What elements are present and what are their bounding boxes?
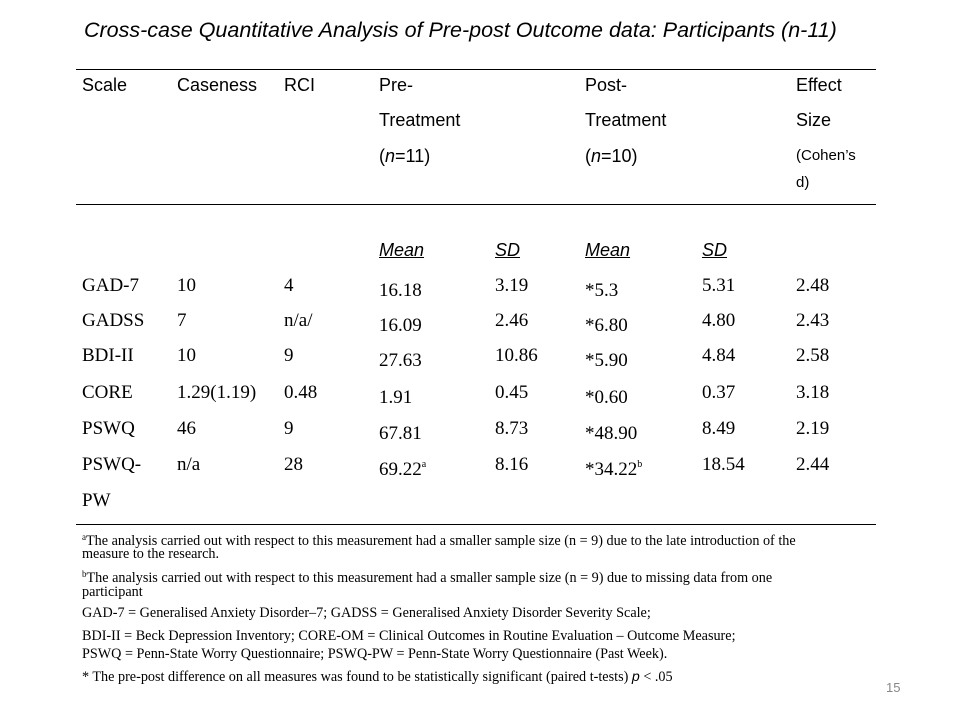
cell-rci: 4 xyxy=(284,275,294,296)
footnote-abbrev-2: BDI-II = Beck Depression Inventory; CORE… xyxy=(82,628,736,644)
header-pre-line1: Pre- xyxy=(379,75,414,95)
cell-effect: 2.48 xyxy=(796,275,830,296)
cell-scale: PSWQ xyxy=(82,418,135,439)
footnote-abbrev-1: GAD-7 = Generalised Anxiety Disorder–7; … xyxy=(82,605,651,621)
cell-caseness: 46 xyxy=(177,418,196,439)
cell-post-mean: *5.90 xyxy=(585,350,628,371)
table-row: BDI-II 10 9 27.63 10.86 *5.90 4.84 2.58 xyxy=(0,341,960,371)
cell-pre-mean: 27.63 xyxy=(379,350,422,371)
subheader-pre-mean: Mean xyxy=(379,240,425,260)
table-row: GADSS 7 n/a/ 16.09 2.46 *6.80 4.80 2.43 xyxy=(0,306,960,336)
cell-scale: GADSS xyxy=(82,310,145,331)
header-effect-line4: d) xyxy=(796,174,810,191)
cell-caseness: n/a xyxy=(177,454,201,475)
table-row: PSWQ- n/a 28 69.22a 8.16 *34.22b 18.54 2… xyxy=(0,450,960,480)
cell-caseness: 10 xyxy=(177,275,196,296)
header-effect-line1: Effect xyxy=(796,75,842,95)
table-top-rule xyxy=(76,69,876,70)
cell-pre-sd: 0.45 xyxy=(495,382,529,403)
cell-rci: n/a/ xyxy=(284,310,313,331)
cell-scale: BDI-II xyxy=(82,345,134,366)
cell-rci: 9 xyxy=(284,418,294,439)
footnote-significance: * The pre-post difference on all measure… xyxy=(82,669,673,685)
header-post-line2: Treatment xyxy=(585,110,667,130)
cell-pre-sd: 10.86 xyxy=(495,345,538,366)
cell-pre-mean: 69.22a xyxy=(379,459,427,480)
subheader-post-mean: Mean xyxy=(585,240,631,260)
cell-pre-mean: 16.09 xyxy=(379,315,422,336)
header-pre-line3: (n=11) xyxy=(379,146,431,166)
cell-scale: GAD-7 xyxy=(82,275,139,296)
slide-title: Cross-case Quantitative Analysis of Pre-… xyxy=(84,18,837,42)
cell-post-sd: 18.54 xyxy=(702,454,745,475)
table-row: PSWQ 46 9 67.81 8.73 *48.90 8.49 2.19 xyxy=(0,414,960,444)
cell-scale: PSWQ- xyxy=(82,454,142,475)
cell-post-sd: 4.80 xyxy=(702,310,736,331)
footnote-b-line1: bThe analysis carried out with respect t… xyxy=(82,569,773,586)
cell-pre-mean: 1.91 xyxy=(379,387,413,408)
header-caseness: Caseness xyxy=(177,75,258,95)
subheader-post-sd: SD xyxy=(702,240,728,260)
table-row: CORE 1.29(1.19) 0.48 1.91 0.45 *0.60 0.3… xyxy=(0,378,960,408)
table-row: GAD-7 10 4 16.18 3.19 *5.3 5.31 2.48 xyxy=(0,271,960,301)
table-bottom-rule xyxy=(76,524,876,525)
cell-caseness: 7 xyxy=(177,310,187,331)
page-number: 15 xyxy=(886,680,901,695)
cell-post-sd: 0.37 xyxy=(702,382,736,403)
header-post-line3: (n=10) xyxy=(585,146,638,166)
cell-scale: PW xyxy=(82,490,111,511)
header-effect-line2: Size xyxy=(796,110,832,130)
header-post-line1: Post- xyxy=(585,75,628,95)
subheader-pre-sd: SD xyxy=(495,240,521,260)
footnote-a-line2: measure to the research. xyxy=(82,546,220,562)
table-row: PW xyxy=(0,486,960,516)
cell-pre-sd: 8.73 xyxy=(495,418,529,439)
cell-caseness: 10 xyxy=(177,345,196,366)
cell-post-mean: *34.22b xyxy=(585,459,643,480)
header-scale: Scale xyxy=(82,75,128,95)
cell-post-sd: 8.49 xyxy=(702,418,736,439)
header-rci: RCI xyxy=(284,75,315,95)
cell-effect: 2.58 xyxy=(796,345,830,366)
cell-effect: 2.43 xyxy=(796,310,830,331)
cell-post-sd: 4.84 xyxy=(702,345,736,366)
cell-post-mean: *5.3 xyxy=(585,280,619,301)
cell-rci: 9 xyxy=(284,345,294,366)
cell-post-mean: *48.90 xyxy=(585,423,638,444)
cell-pre-sd: 3.19 xyxy=(495,275,529,296)
header-pre-line2: Treatment xyxy=(379,110,461,130)
cell-pre-mean: 67.81 xyxy=(379,423,422,444)
cell-post-sd: 5.31 xyxy=(702,275,736,296)
cell-post-mean: *0.60 xyxy=(585,387,628,408)
cell-pre-sd: 2.46 xyxy=(495,310,529,331)
cell-rci: 0.48 xyxy=(284,382,318,403)
cell-effect: 3.18 xyxy=(796,382,830,403)
cell-effect: 2.44 xyxy=(796,454,830,475)
footnote-abbrev-3: PSWQ = Penn-State Worry Questionnaire; P… xyxy=(82,646,668,662)
footnote-b-line2: participant xyxy=(82,584,143,600)
cell-scale: CORE xyxy=(82,382,133,403)
header-effect-line3: (Cohen’s xyxy=(796,147,856,164)
cell-post-mean: *6.80 xyxy=(585,315,628,336)
cell-effect: 2.19 xyxy=(796,418,830,439)
header-bottom-rule xyxy=(76,204,876,205)
cell-rci: 28 xyxy=(284,454,303,475)
footnote-a-line1: aThe analysis carried out with respect t… xyxy=(82,532,796,549)
cell-caseness: 1.29(1.19) xyxy=(177,382,257,403)
cell-pre-sd: 8.16 xyxy=(495,454,529,475)
cell-pre-mean: 16.18 xyxy=(379,280,422,301)
